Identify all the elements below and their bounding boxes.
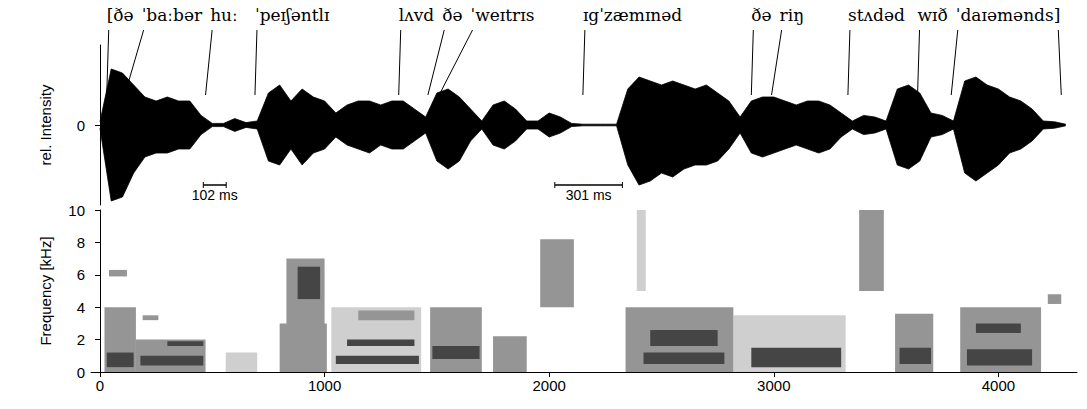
svg-text:0: 0 [96,377,104,394]
svg-text:riŋ: riŋ [780,5,805,25]
svg-text:ˈbaːbər: ˈbaːbər [142,5,203,25]
svg-text:lʌvd: lʌvd [399,5,435,25]
svg-text:0: 0 [77,117,85,134]
svg-text:3000: 3000 [757,377,790,394]
svg-text:4000: 4000 [982,377,1015,394]
svg-text:ˈweɪtrɪs: ˈweɪtrɪs [471,5,535,25]
svg-text:huː: huː [210,5,238,25]
svg-text:[ðə: [ðə [107,5,134,25]
svg-text:10: 10 [68,202,85,219]
svg-text:0: 0 [77,364,85,381]
svg-text:ˈdaɪəmənds]: ˈdaɪəmənds] [956,5,1061,25]
svg-text:rel. Intensity: rel. Intensity [37,84,54,165]
svg-text:301 ms: 301 ms [566,187,612,203]
svg-text:102 ms: 102 ms [192,187,238,203]
svg-text:6: 6 [77,266,85,283]
svg-text:ðə: ðə [751,5,771,25]
svg-text:ɪgˈzæmɪnəd: ɪgˈzæmɪnəd [583,5,682,25]
svg-text:ðə: ðə [442,5,462,25]
svg-text:2: 2 [77,331,85,348]
svg-text:Frequency [kHz]: Frequency [kHz] [37,236,54,345]
svg-text:8: 8 [77,234,85,251]
svg-text:2000: 2000 [532,377,565,394]
svg-text:4: 4 [77,299,85,316]
svg-text:stʌdəd: stʌdəd [848,5,905,25]
svg-text:wɪð: wɪð [918,5,948,25]
svg-text:1000: 1000 [308,377,341,394]
svg-text:ˈpeɪʃəntlɪ: ˈpeɪʃəntlɪ [255,5,330,25]
